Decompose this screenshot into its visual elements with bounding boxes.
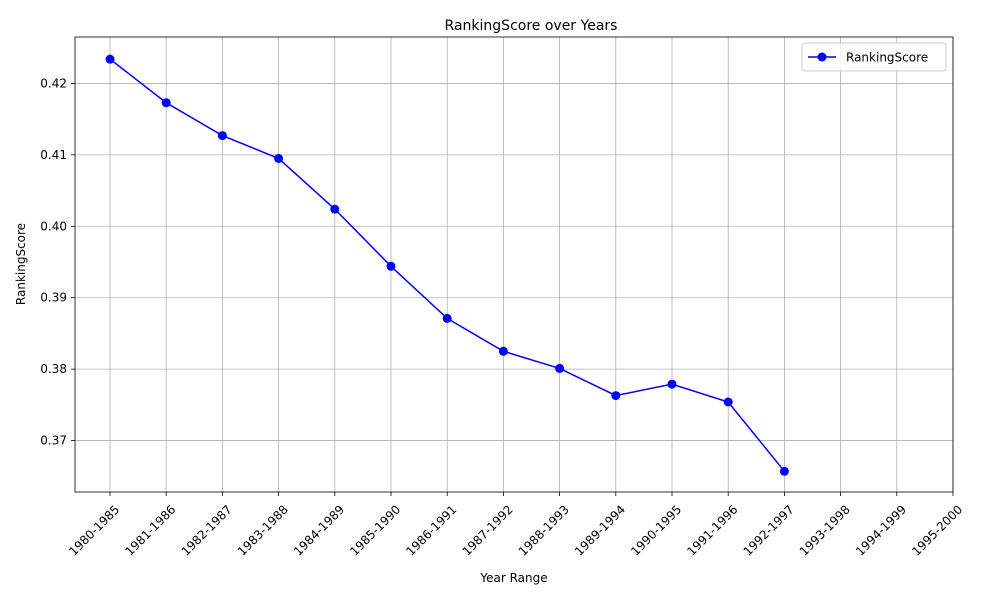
legend-box bbox=[801, 42, 947, 72]
legend: RankingScore bbox=[801, 42, 947, 72]
y-tick-label: 0.41 bbox=[40, 148, 67, 162]
y-tick-label: 0.42 bbox=[40, 76, 67, 90]
y-tick-label: 0.39 bbox=[40, 291, 67, 305]
y-tick-label: 0.37 bbox=[40, 434, 67, 448]
data-point bbox=[779, 466, 789, 476]
legend-label-rankingscore: RankingScore bbox=[846, 51, 928, 65]
series bbox=[105, 54, 789, 476]
y-tick-label: 0.40 bbox=[40, 219, 67, 233]
data-point bbox=[274, 153, 284, 163]
y-axis-label: RankingScore bbox=[14, 223, 28, 305]
grid bbox=[75, 37, 954, 492]
x-axis-label: Year Range bbox=[479, 571, 547, 585]
chart-title: RankingScore over Years bbox=[445, 18, 618, 34]
data-point bbox=[161, 98, 171, 108]
data-point bbox=[723, 397, 733, 407]
data-point bbox=[611, 391, 621, 401]
y-tick-label: 0.38 bbox=[40, 362, 67, 376]
legend-marker-swatch bbox=[817, 52, 827, 62]
plot-frame bbox=[74, 36, 954, 493]
axes bbox=[74, 36, 954, 493]
data-point bbox=[386, 261, 396, 271]
data-point bbox=[498, 346, 508, 356]
data-point bbox=[555, 363, 565, 373]
data-point bbox=[105, 54, 115, 64]
data-point bbox=[667, 379, 677, 389]
data-point bbox=[217, 131, 227, 141]
data-point bbox=[442, 313, 452, 323]
data-point bbox=[330, 204, 340, 214]
